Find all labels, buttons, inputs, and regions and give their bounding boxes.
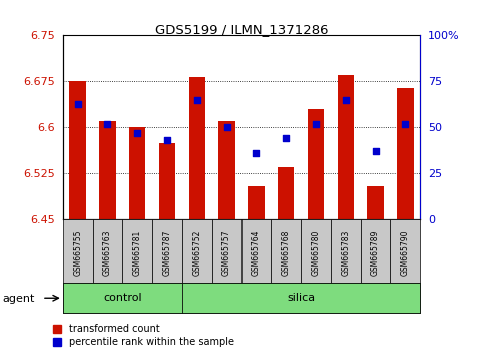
- Text: GSM665763: GSM665763: [103, 229, 112, 276]
- Text: GSM665787: GSM665787: [163, 229, 171, 276]
- Bar: [63, 219, 93, 285]
- Text: GSM665768: GSM665768: [282, 229, 291, 276]
- Bar: [361, 219, 390, 285]
- Bar: [182, 283, 420, 313]
- Bar: [218, 121, 235, 219]
- Text: GSM665752: GSM665752: [192, 229, 201, 276]
- Bar: [368, 186, 384, 219]
- Bar: [182, 219, 212, 285]
- Bar: [397, 87, 413, 219]
- Bar: [70, 81, 86, 219]
- Point: [163, 137, 171, 143]
- Point: [282, 136, 290, 141]
- Bar: [212, 219, 242, 285]
- Point: [342, 97, 350, 103]
- Point: [401, 121, 409, 127]
- Bar: [159, 143, 175, 219]
- Text: GSM665790: GSM665790: [401, 229, 410, 276]
- Text: silica: silica: [287, 293, 315, 303]
- Text: GDS5199 / ILMN_1371286: GDS5199 / ILMN_1371286: [155, 23, 328, 36]
- Bar: [152, 219, 182, 285]
- Point: [312, 121, 320, 127]
- Bar: [122, 219, 152, 285]
- Bar: [271, 219, 301, 285]
- Point: [133, 130, 141, 136]
- Bar: [331, 219, 361, 285]
- Bar: [338, 75, 354, 219]
- Text: GSM665781: GSM665781: [133, 229, 142, 275]
- Text: GSM665783: GSM665783: [341, 229, 350, 276]
- Text: GSM665755: GSM665755: [73, 229, 82, 276]
- Bar: [278, 167, 294, 219]
- Point: [372, 149, 380, 154]
- Bar: [189, 76, 205, 219]
- Bar: [390, 219, 420, 285]
- Text: GSM665789: GSM665789: [371, 229, 380, 276]
- Text: GSM665757: GSM665757: [222, 229, 231, 276]
- Bar: [93, 219, 122, 285]
- Point: [223, 125, 230, 130]
- Legend: transformed count, percentile rank within the sample: transformed count, percentile rank withi…: [53, 325, 234, 347]
- Bar: [301, 219, 331, 285]
- Text: GSM665764: GSM665764: [252, 229, 261, 276]
- Bar: [308, 109, 324, 219]
- Text: agent: agent: [2, 294, 35, 304]
- Bar: [99, 121, 115, 219]
- Text: GSM665780: GSM665780: [312, 229, 320, 276]
- Bar: [248, 186, 265, 219]
- Point: [193, 97, 201, 103]
- Point: [74, 101, 82, 106]
- Point: [104, 121, 112, 127]
- Text: control: control: [103, 293, 142, 303]
- Bar: [129, 127, 145, 219]
- Bar: [242, 219, 271, 285]
- Bar: [63, 283, 182, 313]
- Point: [253, 150, 260, 156]
